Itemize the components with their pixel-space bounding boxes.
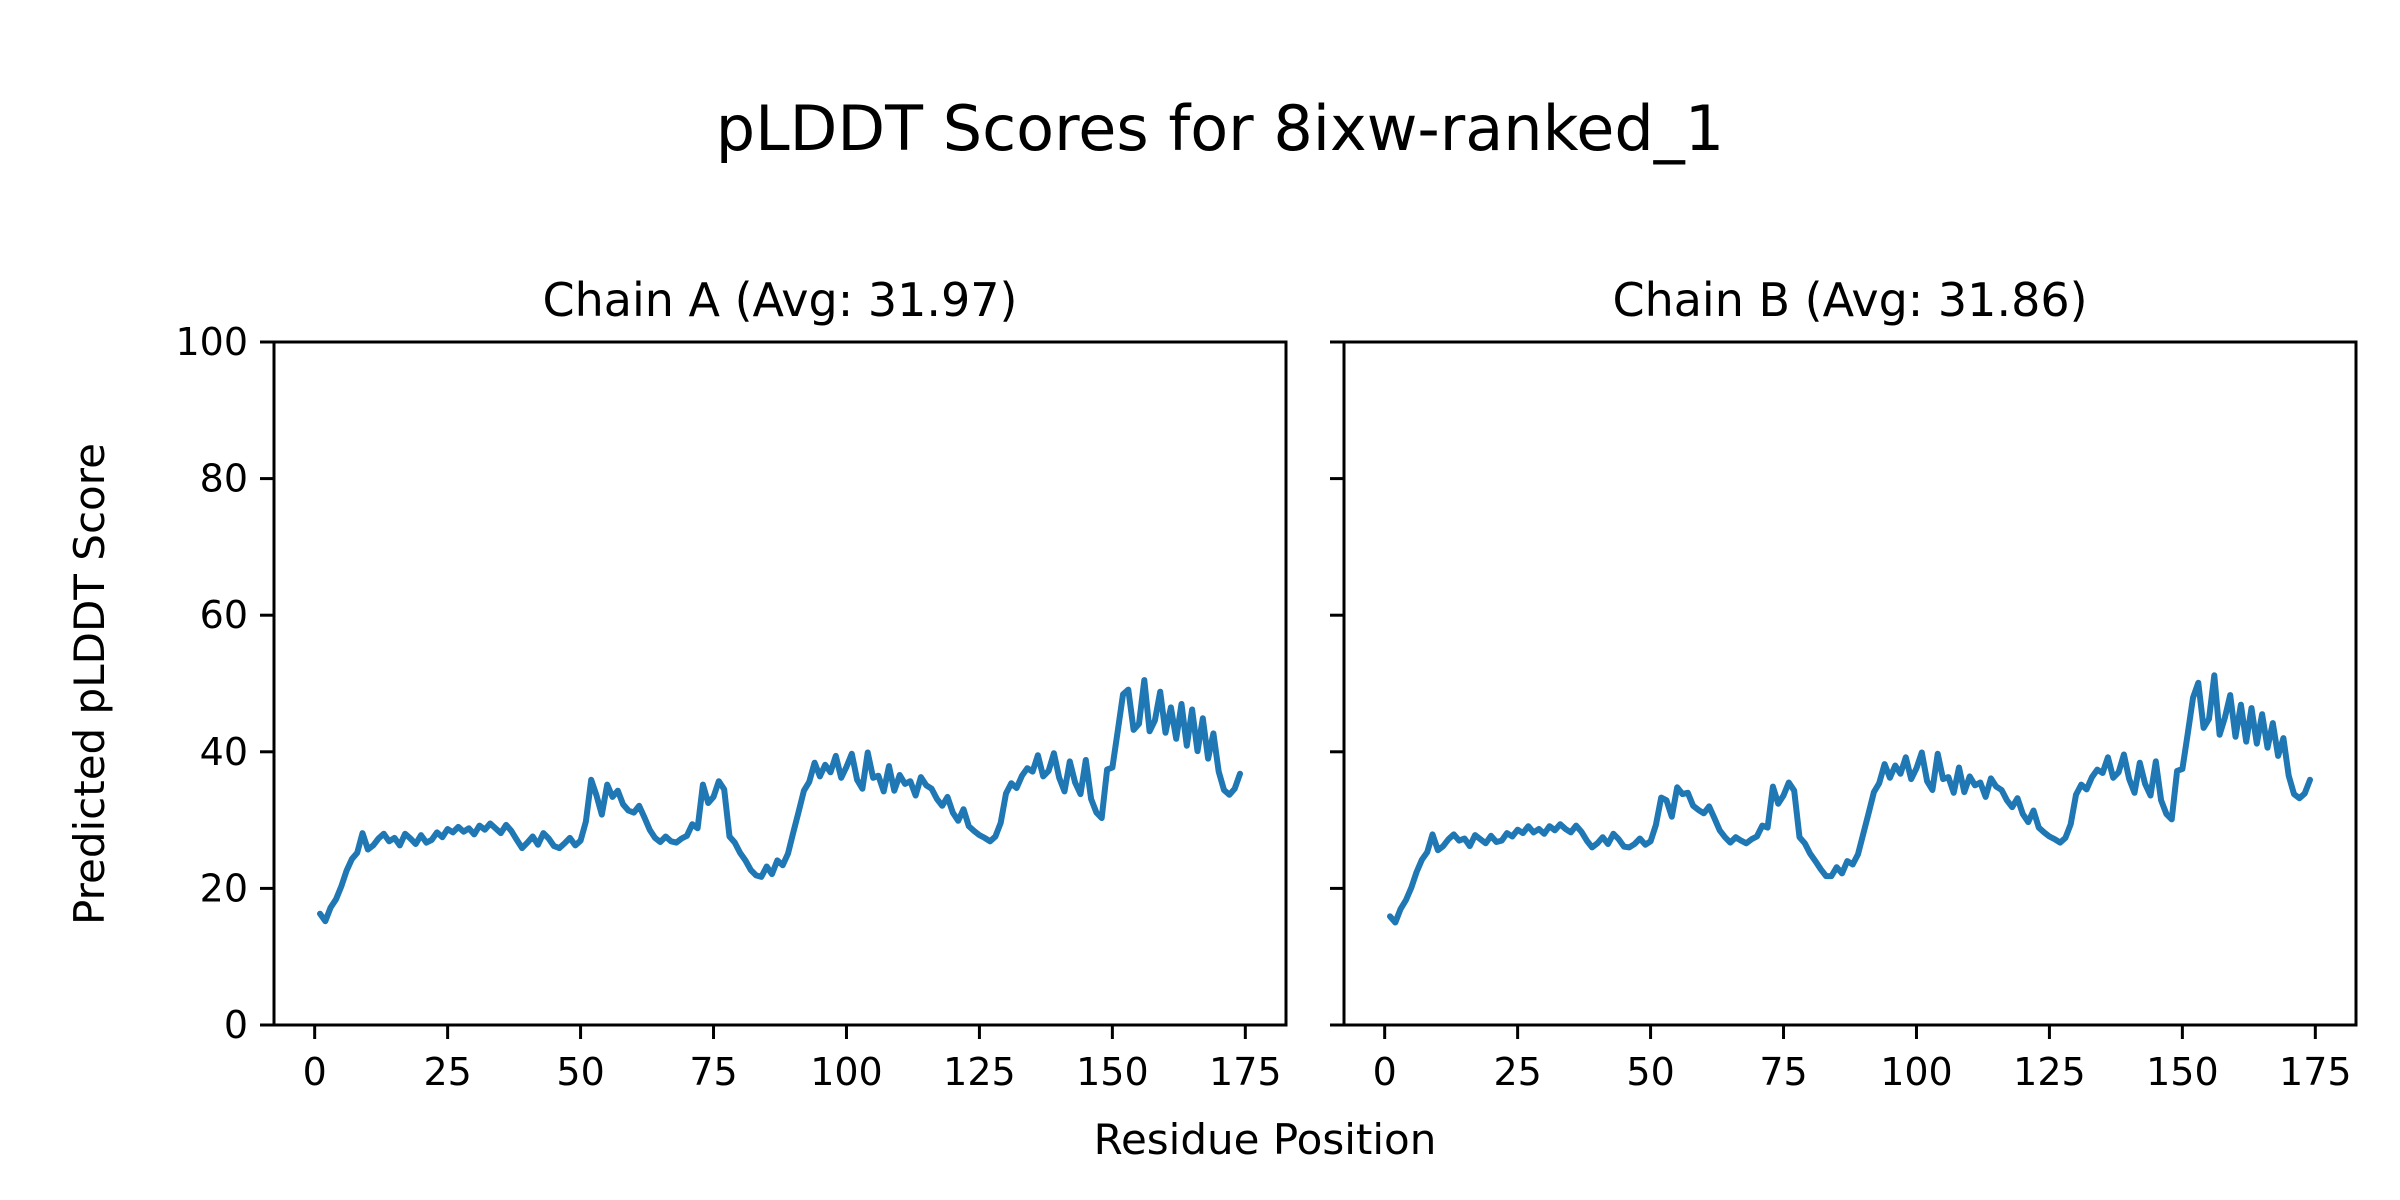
x-tick-label: 0 — [303, 1050, 327, 1094]
x-tick-label: 100 — [810, 1050, 883, 1094]
y-tick-label: 40 — [200, 730, 248, 774]
chain-a-subplot-title: Chain A (Avg: 31.97) — [542, 273, 1017, 327]
x-tick-label: 150 — [2146, 1050, 2219, 1094]
chain-b-axes: 0 25 50 75 100 125 150 175 — [1330, 340, 2358, 1094]
y-tick-label: 100 — [175, 320, 248, 364]
x-tick-label: 50 — [1626, 1050, 1674, 1094]
x-tick-label: 100 — [1880, 1050, 1953, 1094]
y-axis-label: Predicted pLDDT Score — [65, 443, 114, 925]
plddt-line-chain-b — [1387, 672, 2313, 926]
x-tick-label: 125 — [2013, 1050, 2086, 1094]
x-tick-label: 150 — [1076, 1050, 1149, 1094]
x-tick-label: 75 — [1759, 1050, 1807, 1094]
x-tick-label: 0 — [1373, 1050, 1397, 1094]
x-tick-label: 25 — [423, 1050, 471, 1094]
x-tick-label: 175 — [2279, 1050, 2352, 1094]
y-tick-label: 80 — [200, 457, 248, 501]
plddt-line-chain-a — [317, 677, 1243, 925]
x-tick-label: 175 — [1209, 1050, 1282, 1094]
x-tick-label: 50 — [556, 1050, 604, 1094]
x-tick-label: 125 — [943, 1050, 1016, 1094]
chain-a-axes: 0 25 50 75 100 125 150 175 0 20 40 60 80 100 — [175, 320, 1288, 1094]
chain-b-subplot-title: Chain B (Avg: 31.86) — [1612, 273, 2087, 327]
x-tick-label: 75 — [689, 1050, 737, 1094]
y-tick-label: 60 — [200, 593, 248, 637]
x-axis-label: Residue Position — [1094, 1115, 1437, 1164]
y-tick-label: 0 — [224, 1003, 248, 1047]
y-tick-label: 20 — [200, 866, 248, 910]
axes-spines — [272, 340, 1288, 1027]
figure-title: pLDDT Scores for 8ixw-ranked_1 — [716, 92, 1724, 165]
x-tick-label: 25 — [1493, 1050, 1541, 1094]
axes-spines — [1342, 340, 2358, 1027]
